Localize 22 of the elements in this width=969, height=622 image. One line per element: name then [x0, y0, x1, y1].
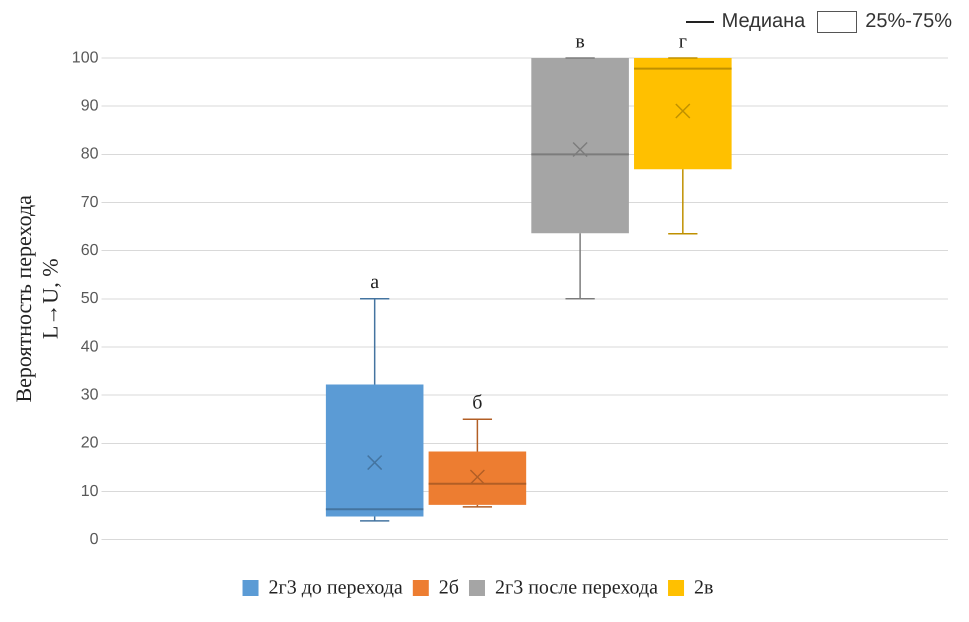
y-tick-label: 30 — [80, 386, 99, 404]
annotation: а — [370, 271, 380, 294]
text: Медиана — [722, 10, 806, 33]
y-tick-label: 100 — [72, 49, 99, 66]
y-tick-label: 0 — [90, 531, 99, 548]
y-tick-label: 70 — [80, 194, 99, 211]
y-tick-label: 10 — [80, 482, 99, 500]
annotation: б — [472, 391, 482, 414]
text: 25%-75% — [865, 10, 952, 33]
legend-label: 2б — [438, 576, 459, 598]
annotation: в — [575, 30, 585, 52]
legend-label: 2г3 после перехода — [494, 576, 658, 598]
y-tick-label: 90 — [80, 98, 99, 115]
y-tick-label: 50 — [80, 290, 99, 308]
y-tick-label: 20 — [80, 434, 99, 452]
y-axis-title: Вероятность перехода L→U, % — [10, 194, 62, 403]
y-tick-label: 60 — [80, 242, 99, 260]
y-tick-label: 40 — [80, 338, 99, 356]
annotation: г — [678, 30, 687, 52]
y-tick-label: 80 — [80, 146, 99, 163]
legend-label: 2г3 до перехода — [268, 576, 403, 598]
legend-label: 2в — [694, 576, 714, 598]
